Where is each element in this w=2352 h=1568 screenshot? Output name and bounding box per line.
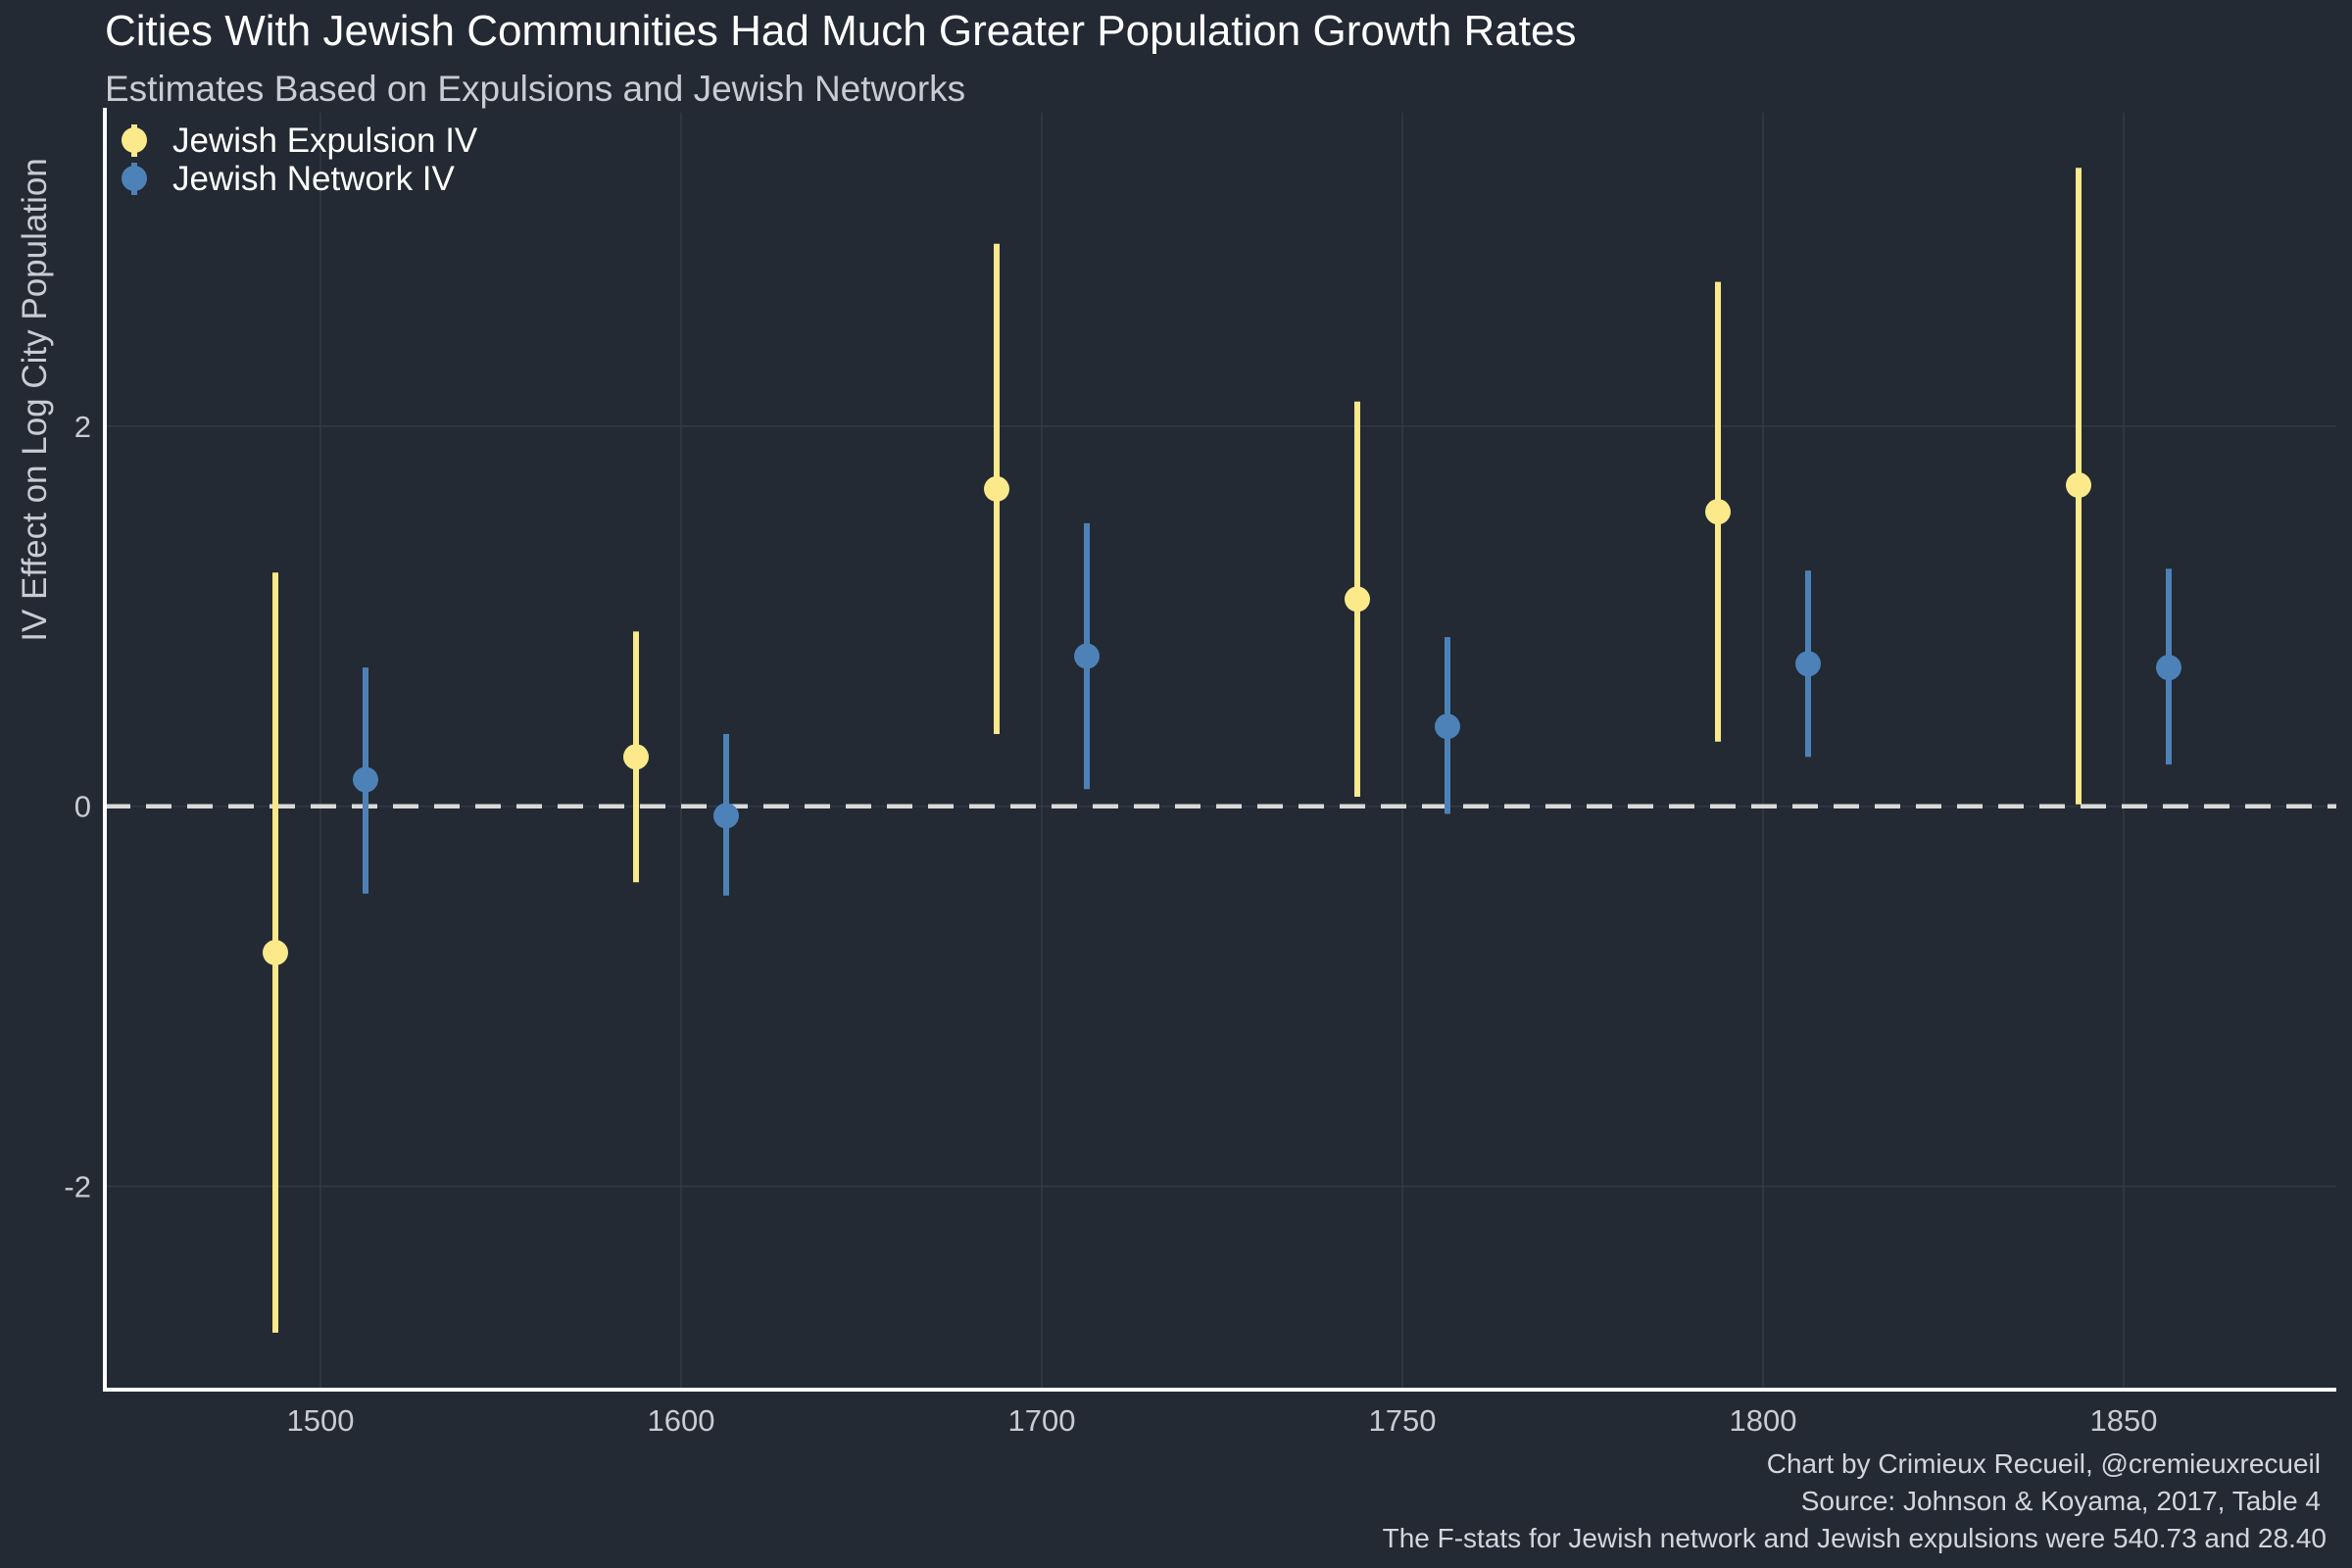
legend-item-network: Jewish Network IV	[122, 160, 456, 198]
caption-note: The F-stats for Jewish network and Jewis…	[1383, 1523, 2327, 1553]
point-expulsion-1700	[984, 243, 1009, 735]
x-tick-label-1700: 1700	[1008, 1403, 1076, 1438]
legend-network-marker	[122, 166, 147, 191]
point-expulsion-1850	[2066, 168, 2091, 805]
legend-network-label: Jewish Network IV	[172, 160, 456, 198]
y-axis-label: IV Effect on Log City Population	[16, 158, 54, 642]
point-network-1800	[1795, 570, 1821, 758]
point-expulsion-1500	[263, 572, 288, 1333]
marker-network-1800	[1795, 651, 1821, 677]
point-network-1500	[353, 667, 378, 894]
x-tick-label-1850: 1850	[2090, 1403, 2158, 1438]
marker-expulsion-1800	[1705, 499, 1731, 525]
marker-expulsion-1850	[2066, 472, 2091, 499]
gridlines	[105, 113, 2336, 1390]
point-expulsion-1800	[1705, 281, 1731, 742]
point-expulsion-1600	[623, 631, 649, 883]
y-tick-label-2: 2	[74, 410, 91, 444]
legend: Jewish Expulsion IV Jewish Network IV	[122, 122, 478, 198]
point-network-1700	[1074, 522, 1100, 790]
x-tick-label-1800: 1800	[1730, 1403, 1797, 1438]
point-network-1750	[1435, 637, 1460, 814]
y-tick-label--2: -2	[64, 1170, 91, 1204]
data-marks	[263, 168, 2181, 1333]
marker-expulsion-1750	[1345, 586, 1370, 612]
axes	[103, 108, 2336, 1392]
marker-network-1750	[1435, 713, 1460, 740]
x-tick-label-1750: 1750	[1369, 1403, 1437, 1438]
point-expulsion-1750	[1345, 401, 1370, 798]
y-tick-label-0: 0	[74, 790, 91, 824]
marker-expulsion-1700	[984, 475, 1009, 502]
caption-credit: Chart by Crimieux Recueil, @cremieuxrecu…	[1767, 1448, 2321, 1479]
marker-network-1700	[1074, 643, 1100, 669]
marker-network-1850	[2156, 655, 2181, 681]
tick-labels: -2 0 2 1500 1600 1700 1750 1800 1850	[64, 410, 2157, 1438]
marker-network-1500	[353, 766, 378, 793]
point-network-1850	[2156, 568, 2181, 765]
caption: Chart by Crimieux Recueil, @cremieuxrecu…	[1383, 1448, 2327, 1553]
legend-expulsion-label: Jewish Expulsion IV	[172, 122, 478, 160]
point-network-1600	[713, 734, 739, 896]
x-tick-label-1500: 1500	[287, 1403, 355, 1438]
marker-network-1600	[713, 803, 739, 829]
chart-title: Cities With Jewish Communities Had Much …	[105, 7, 1576, 55]
x-tick-label-1600: 1600	[648, 1403, 715, 1438]
marker-expulsion-1500	[263, 940, 288, 966]
marker-expulsion-1600	[623, 744, 649, 770]
caption-source: Source: Johnson & Koyama, 2017, Table 4	[1801, 1486, 2321, 1516]
chart-subtitle: Estimates Based on Expulsions and Jewish…	[105, 69, 965, 109]
legend-item-expulsion: Jewish Expulsion IV	[122, 122, 478, 160]
legend-expulsion-marker	[122, 127, 147, 153]
